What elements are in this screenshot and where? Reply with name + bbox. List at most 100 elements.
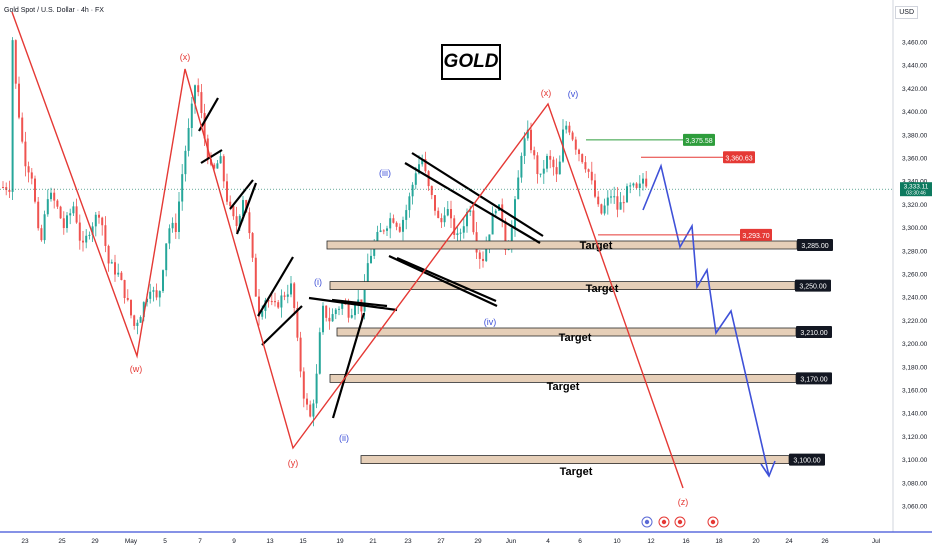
candle [30,168,33,185]
candle-body [594,180,596,197]
candle [555,158,558,183]
trendline [257,256,294,317]
candle [370,249,372,264]
candle [638,175,641,197]
y-tick-label: 3,260.00 [902,272,928,279]
candle [318,327,321,375]
candle-body [229,201,232,207]
target-label: Target [559,332,592,344]
candle [171,217,174,233]
candle-body [597,196,600,205]
y-tick-label: 3,120.00 [902,434,928,441]
candle-body [136,322,139,326]
candle [117,263,120,277]
y-tick-label: 3,320.00 [902,202,928,209]
candle [152,286,155,302]
candle-body [645,178,648,187]
candle [98,210,100,224]
candle [552,156,555,176]
candles-group [2,37,648,427]
currency-label[interactable]: USD [895,6,918,19]
candle-body [171,222,174,229]
candle [277,299,280,309]
candle-body [190,103,193,128]
target-price-tag-bg [789,453,825,466]
candle [184,145,187,182]
candle [386,225,388,237]
candle [82,231,84,252]
candle-body [242,200,244,216]
candle [155,283,158,301]
x-tick-label: 29 [91,538,99,545]
target-price-tag: 3,170.00 [800,376,827,383]
trendline [411,152,544,237]
candle [315,364,318,409]
candle-body [418,164,420,174]
candle [114,254,116,282]
candle [219,150,222,164]
candle-body [325,305,328,318]
candle [200,83,203,119]
candle-body [622,202,625,204]
candle-body [184,150,187,175]
target-zone-rect [360,455,790,465]
event-icon [707,516,719,528]
candle-body [510,227,513,246]
candle-body [523,138,526,156]
candle-body [450,209,452,219]
target-price-tag: 3,210.00 [800,330,827,337]
candle [110,259,113,264]
candle [126,289,129,302]
candle-body [174,222,177,233]
candle [88,231,91,240]
candle-body [165,243,168,271]
candle-body [5,187,8,190]
candle-body [533,150,536,156]
candle-body [542,168,545,174]
target-zone: Target 3,210.00 [336,326,832,344]
x-tick-label: 10 [613,538,621,545]
candle-body [306,398,308,405]
candle [446,201,449,217]
x-tick-label: 23 [21,538,29,545]
candle-body [194,85,196,104]
candle-body [56,200,59,207]
candle-body [126,297,129,300]
candle [75,198,78,224]
x-tick-label: 20 [752,538,760,545]
candle [197,78,200,97]
target-price-tag: 3,285.00 [801,243,828,250]
candle-body [75,206,78,223]
candle-body [222,156,225,182]
trendline [308,296,398,312]
candle [542,160,545,184]
candle-body [24,141,27,167]
candle-body [322,305,324,333]
x-tick-label: 12 [647,538,655,545]
candle-body [514,199,516,228]
target-zone: Target 3,250.00 [329,279,831,295]
wave-label-red: (x) [541,88,552,98]
candle [296,301,299,342]
candle-body [558,161,561,175]
candle-body [574,139,577,150]
candle-body [453,218,456,235]
target-zone-rect [326,240,798,250]
candle [43,210,46,244]
target-price-tag-bg [797,239,833,251]
x-tick-label: 29 [474,538,482,545]
candle-body [238,215,241,226]
y-tick-label: 3,400.00 [902,109,928,116]
candle [411,182,414,205]
candle [21,112,24,144]
candle-body [82,240,84,243]
symbol-title: Gold Spot / U.S. Dollar · 4h · FX [4,7,104,14]
wave-label-blue: (i) [314,277,322,287]
wave-label-blue: (iv) [484,317,497,327]
candle [437,207,440,219]
candle [629,182,632,194]
candle-body [283,295,286,297]
candle [299,331,302,378]
